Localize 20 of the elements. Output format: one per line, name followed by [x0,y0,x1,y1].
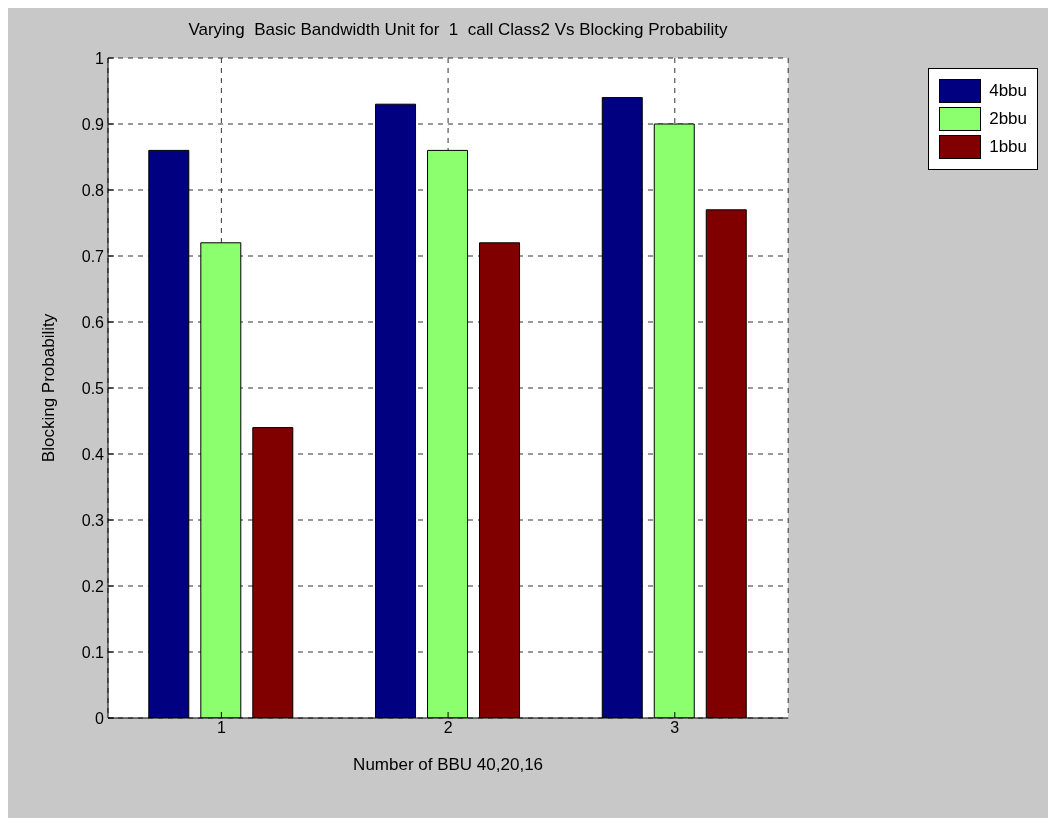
legend-label: 4bbu [989,81,1027,101]
y-tick-label: 0.9 [81,115,105,133]
y-tick-label: 0.6 [81,313,105,331]
y-tick-label: 0.2 [81,577,105,595]
legend-label: 2bbu [989,109,1027,129]
y-axis-title: Blocking Probability [39,313,59,463]
x-axis-title: Number of BBU 40,20,16 [353,755,544,774]
y-tick-label: 0.1 [81,643,105,661]
y-tick-label: 0 [95,709,105,727]
legend-label: 1bbu [989,137,1027,157]
y-tick-label: 0.7 [81,247,105,265]
y-tick-label: 0.5 [81,379,105,397]
y-tick-label: 1 [95,49,105,67]
chart-title: Varying Basic Bandwidth Unit for 1 call Class2 Vs Blocking Probability [187,20,729,40]
y-tick-label: 0.3 [81,511,105,529]
x-tick-label: 2 [443,719,453,737]
x-tick-label: 3 [670,719,680,737]
y-tick-label: 0.4 [81,445,105,463]
x-tick-label: 1 [216,719,226,737]
y-tick-label: 0.8 [81,181,105,199]
